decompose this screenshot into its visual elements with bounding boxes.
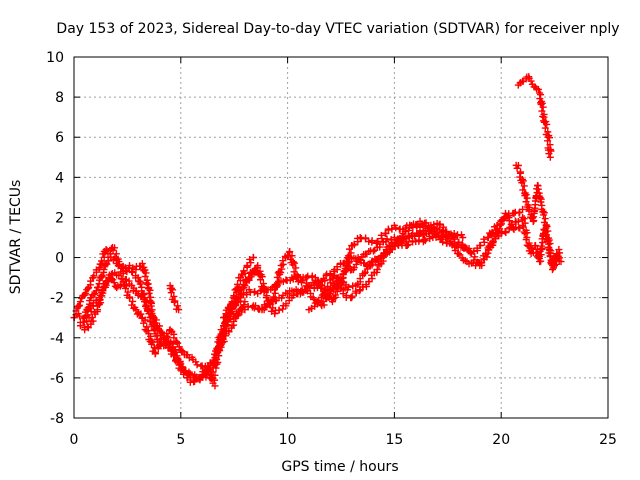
x-tick-label: 15 <box>385 432 403 448</box>
y-tick-label: 6 <box>55 130 64 146</box>
point-trail <box>76 269 219 387</box>
axes: 0 5 10 15 20 25 -8 -6 -4 -2 0 2 4 6 8 10 <box>46 50 617 448</box>
y-tick-label: -8 <box>50 411 64 427</box>
y-tick-label: -2 <box>50 291 64 307</box>
y-tick-label: 2 <box>55 210 64 226</box>
data-point <box>113 284 121 292</box>
plot-frame <box>73 56 609 419</box>
series-arc-11 <box>512 161 564 270</box>
point-trail <box>516 73 555 158</box>
y-tick-label: -4 <box>50 331 64 347</box>
data-point <box>228 298 236 306</box>
x-axis-label: GPS time / hours <box>281 459 398 475</box>
chart-title: Day 153 of 2023, Sidereal Day-to-day VTE… <box>56 21 619 37</box>
series-arc-4 <box>76 269 219 390</box>
point-trail <box>518 215 564 272</box>
x-tick-label: 25 <box>599 432 617 448</box>
data-points <box>70 73 565 390</box>
y-tick-label: 8 <box>55 90 64 106</box>
x-tick-label: 5 <box>176 432 185 448</box>
y-tick-label: -6 <box>50 371 64 387</box>
y-axis-label: SDTVAR / TECUs <box>8 180 24 295</box>
data-point <box>76 298 84 306</box>
y-tick-label: 4 <box>55 170 64 186</box>
y-tick-label: 0 <box>55 251 64 267</box>
point-trail <box>307 212 524 313</box>
series-arc-13 <box>166 282 183 314</box>
series-arc-10 <box>514 73 555 161</box>
point-trail <box>166 284 182 313</box>
series-arc-9 <box>305 209 527 314</box>
series-arc-7 <box>220 219 467 322</box>
x-tick-label: 20 <box>492 432 510 448</box>
x-tick-label: 10 <box>279 432 297 448</box>
x-tick-label: 0 <box>70 432 79 448</box>
data-point <box>546 153 554 161</box>
series-arc-12 <box>518 213 565 274</box>
y-tick-label: 10 <box>46 50 64 66</box>
